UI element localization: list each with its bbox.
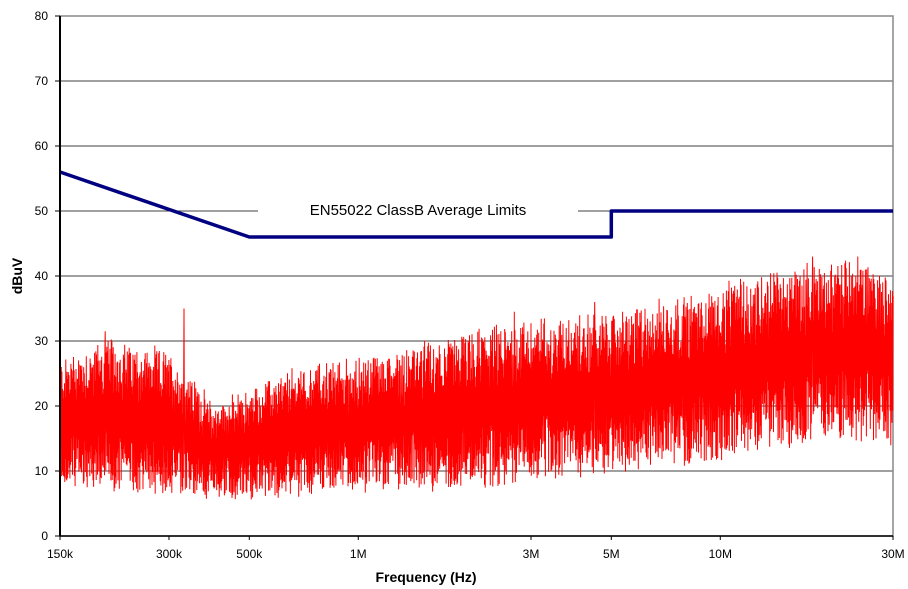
y-tick-label-20: 20 [35, 399, 49, 413]
y-tick-label-30: 30 [35, 334, 49, 348]
y-tick-labels: 0 10 20 30 40 50 60 70 80 [35, 9, 60, 543]
y-tick-label-50: 50 [35, 204, 49, 218]
measurement-series-line [59, 256, 894, 500]
y-tick-label-60: 60 [35, 139, 49, 153]
y-tick-label-0: 0 [41, 529, 48, 543]
x-tick-labels: 150k 300k 500k 1M 3M 5M 10M 30M [47, 536, 905, 561]
x-tick-label-5M: 5M [603, 547, 620, 561]
x-tick-label-300k: 300k [156, 547, 183, 561]
y-tick-label-70: 70 [35, 74, 49, 88]
limit-series-line [59, 170, 893, 239]
y-axis-title: dBuV [9, 257, 25, 294]
x-tick-label-10M: 10M [709, 547, 732, 561]
measurement-trace [59, 256, 894, 500]
y-tick-label-40: 40 [35, 269, 49, 283]
limit-line [59, 170, 893, 239]
y-tick-label-80: 80 [35, 9, 49, 23]
y-tick-label-10: 10 [35, 464, 49, 478]
annotation-background [258, 198, 578, 222]
x-tick-label-3M: 3M [523, 547, 540, 561]
x-axis-title: Frequency (Hz) [375, 569, 476, 585]
x-tick-label-150k: 150k [47, 547, 74, 561]
limit-annotation: EN55022 ClassB Average Limits [310, 202, 527, 219]
x-tick-label-500k: 500k [236, 547, 263, 561]
x-tick-label-1M: 1M [350, 547, 367, 561]
x-tick-label-30M: 30M [881, 547, 904, 561]
